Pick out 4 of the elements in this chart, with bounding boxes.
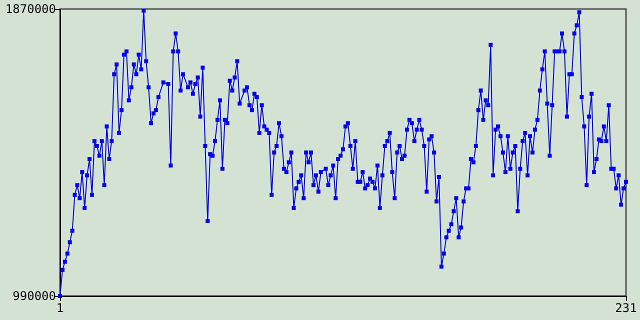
x-tick-label: 231 (615, 301, 637, 315)
y-tick-label: 990000 (12, 289, 56, 303)
x-tick-label: 1 (56, 301, 64, 315)
y-tick-label: 1870000 (5, 2, 56, 16)
